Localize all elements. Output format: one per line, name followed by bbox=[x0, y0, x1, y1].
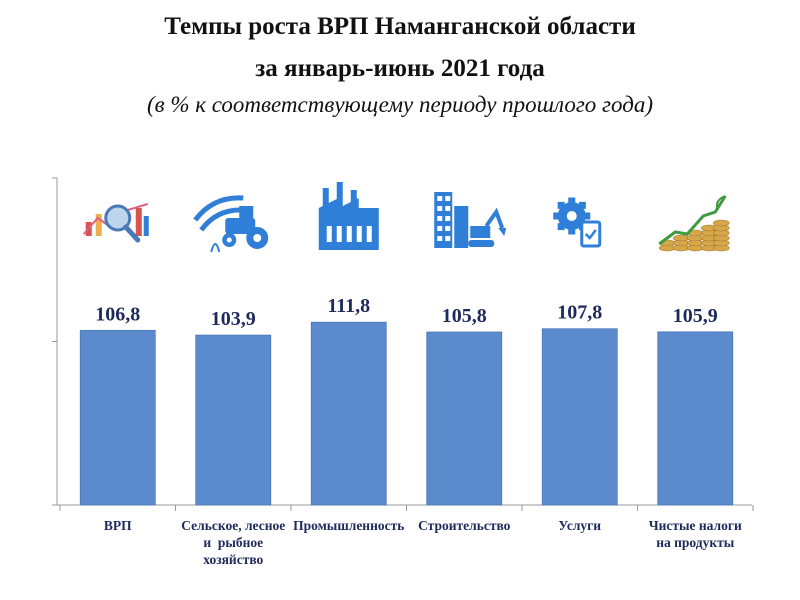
bar-5 bbox=[657, 331, 734, 506]
category-label-0: ВРП bbox=[104, 518, 132, 533]
chart-subtitle: (в % к соответствующему периоду прошлого… bbox=[146, 92, 654, 117]
data-label-3: 105,8 bbox=[442, 305, 487, 327]
category-label-2: Промышленность bbox=[293, 518, 404, 533]
bar-3 bbox=[426, 331, 503, 506]
chart-title-line2: за январь-июнь 2021 года bbox=[255, 55, 545, 82]
tractor-icon bbox=[193, 195, 269, 253]
category-label-4: Услуги bbox=[558, 518, 601, 533]
data-label-4: 107,8 bbox=[557, 302, 602, 324]
data-label-1: 103,9 bbox=[211, 308, 256, 330]
data-label-5: 105,9 bbox=[673, 305, 718, 327]
bar-2 bbox=[310, 321, 387, 506]
construction-icon bbox=[434, 192, 507, 248]
bar-1 bbox=[195, 334, 272, 506]
gear-services-icon bbox=[553, 197, 602, 248]
data-label-2: 111,8 bbox=[327, 295, 370, 317]
factory-icon bbox=[318, 182, 379, 250]
bar-4 bbox=[541, 328, 618, 506]
chart-title-line1: Темпы роста ВРП Наманганской области bbox=[164, 13, 636, 40]
chart-magnifier-icon bbox=[82, 203, 149, 243]
category-label-1: Сельское, лесное и рыбное хозяйство bbox=[181, 518, 285, 567]
bar-0 bbox=[79, 329, 156, 506]
category-label-5: Чистые налоги на продукты bbox=[649, 518, 742, 550]
money-growth-icon bbox=[658, 195, 730, 252]
data-label-0: 106,8 bbox=[95, 303, 140, 325]
category-label-3: Строительство bbox=[418, 518, 511, 533]
